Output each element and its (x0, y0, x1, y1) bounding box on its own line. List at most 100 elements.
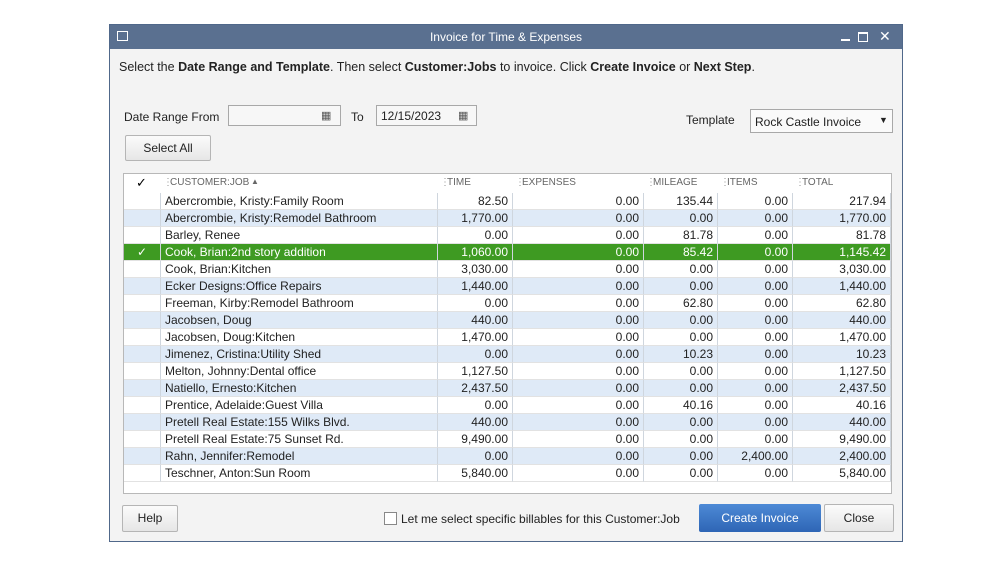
cell: 1,770.00 (793, 210, 891, 227)
table-row[interactable]: Natiello, Ernesto:Kitchen 2,437.50 0.00 0.0… (124, 380, 891, 397)
checkbox-label[interactable]: Let me select specific billables for thi… (401, 512, 680, 526)
table-row[interactable]: Abercrombie, Kristy:Remodel Bathroom 1,77… (124, 210, 891, 227)
table-row[interactable]: Cook, Brian:Kitchen 3,030.00 0.00 0.00 0.00 3… (124, 261, 891, 278)
header-grip: ⋮ (720, 177, 730, 188)
cell: 0.00 (438, 295, 513, 312)
minimize[interactable] (841, 39, 850, 41)
cell: 40.16 (644, 397, 718, 414)
table-row[interactable]: Pretell Real Estate:75 Sunset Rd. 9,490.0… (124, 431, 891, 448)
cell: Teschner, Anton:Sun Room (161, 465, 438, 482)
cell: 0.00 (718, 329, 793, 346)
select-all-button[interactable]: Select All (125, 135, 211, 161)
cell: 3,030.00 (438, 261, 513, 278)
cell: 1,060.00 (438, 244, 513, 261)
cell: 85.42 (644, 244, 718, 261)
cell: 81.78 (793, 227, 891, 244)
cell: Abercrombie, Kristy:Family Room (161, 193, 438, 210)
cell: 5,840.00 (793, 465, 891, 482)
from-input[interactable]: ▦ (228, 105, 341, 126)
row-check (124, 261, 161, 278)
cell: 440.00 (438, 414, 513, 431)
header-grip: ⋮ (795, 177, 805, 188)
table-row[interactable]: Jacobsen, Doug:Kitchen 1,470.00 0.00 0.00 0.… (124, 329, 891, 346)
row-check (124, 227, 161, 244)
table-row[interactable]: ✓ Cook, Brian:2nd story addition 1,060.00 0… (124, 244, 891, 261)
cell: Cook, Brian:Kitchen (161, 261, 438, 278)
cell: 2,437.50 (438, 380, 513, 397)
column-header: TIME (447, 177, 471, 188)
cell: Melton, Johnny:Dental office (161, 363, 438, 380)
cell: Prentice, Adelaide:Guest Villa (161, 397, 438, 414)
column-header: CUSTOMER:JOB (170, 177, 250, 188)
dropdown-arrow[interactable]: ▼ (879, 115, 888, 125)
row-check (124, 431, 161, 448)
window-icon (117, 31, 128, 41)
cell: 0.00 (513, 363, 644, 380)
table-row[interactable]: Melton, Johnny:Dental office 1,127.50 0.00… (124, 363, 891, 380)
text: . Then select (329, 60, 405, 74)
table-row[interactable]: Jimenez, Cristina:Utility Shed 0.00 0.00 10… (124, 346, 891, 363)
row-check (124, 363, 161, 380)
text: Customer:Jobs (404, 60, 497, 74)
table-row[interactable]: Freeman, Kirby:Remodel Bathroom 0.00 0.00 6… (124, 295, 891, 312)
cell: 10.23 (793, 346, 891, 363)
checkbox[interactable] (384, 512, 397, 525)
template-select[interactable]: Rock Castle Invoice ▼ (750, 109, 893, 133)
billables-table: ✓ ▲ ⋮ CUSTOMER:JOB ⋮ TIME ⋮ EXPENSES ⋮ MILEAGE ⋮… (123, 173, 892, 494)
table-row[interactable]: Barley, Renee 0.00 0.00 81.78 0.00 81.78 (124, 227, 891, 244)
row-check (124, 329, 161, 346)
calendar-icon[interactable]: ▦ (321, 110, 332, 122)
table-row[interactable]: Ecker Designs:Office Repairs 1,440.00 0.00… (124, 278, 891, 295)
cell: 9,490.00 (438, 431, 513, 448)
cell: 0.00 (513, 465, 644, 482)
cell: 0.00 (718, 346, 793, 363)
table-row[interactable]: Jacobsen, Doug 440.00 0.00 0.00 0.00 440.00 (124, 312, 891, 329)
cell: 0.00 (644, 278, 718, 295)
create-invoice-button[interactable]: Create Invoice (699, 504, 821, 532)
text: Next Step (693, 60, 752, 74)
cell: 0.00 (718, 278, 793, 295)
cell: Abercrombie, Kristy:Remodel Bathroom (161, 210, 438, 227)
table-row[interactable]: Rahn, Jennifer:Remodel 0.00 0.00 0.00 2,400.… (124, 448, 891, 465)
table-row[interactable]: Teschner, Anton:Sun Room 5,840.00 0.00 0.00… (124, 465, 891, 482)
cell: 0.00 (718, 397, 793, 414)
cell: 0.00 (513, 227, 644, 244)
cell: 1,470.00 (793, 329, 891, 346)
maximize[interactable] (858, 32, 868, 42)
cell: 1,770.00 (438, 210, 513, 227)
text: to invoice. Click (496, 60, 591, 74)
cell: 2,400.00 (718, 448, 793, 465)
cell: 0.00 (718, 380, 793, 397)
cell: 440.00 (793, 414, 891, 431)
dialog: Invoice for Time & Expenses ✕ Select the… (109, 24, 903, 542)
cell: 1,440.00 (793, 278, 891, 295)
table-row[interactable]: Abercrombie, Kristy:Family Room 82.50 0.00… (124, 193, 891, 210)
help-button[interactable]: Help (122, 505, 178, 532)
cell: 0.00 (513, 329, 644, 346)
cell: 0.00 (718, 210, 793, 227)
cell: Rahn, Jennifer:Remodel (161, 448, 438, 465)
close-x[interactable]: ✕ (879, 28, 891, 44)
row-check (124, 312, 161, 329)
cell: 0.00 (718, 414, 793, 431)
cell: 1,127.50 (793, 363, 891, 380)
to-input[interactable]: 12/15/2023 ▦ (376, 105, 477, 126)
cell: 0.00 (718, 193, 793, 210)
cell: Ecker Designs:Office Repairs (161, 278, 438, 295)
row-check: ✓ (124, 244, 161, 261)
cell: 0.00 (513, 448, 644, 465)
table-row[interactable]: Pretell Real Estate:155 Wilks Blvd. 440.0… (124, 414, 891, 431)
table-header: ✓ ▲ (124, 174, 891, 192)
cell: 0.00 (644, 210, 718, 227)
table-row[interactable]: Prentice, Adelaide:Guest Villa 0.00 0.00 40… (124, 397, 891, 414)
cell: 0.00 (438, 448, 513, 465)
calendar-icon[interactable]: ▦ (458, 110, 469, 122)
cell: 62.80 (644, 295, 718, 312)
cell: Natiello, Ernesto:Kitchen (161, 380, 438, 397)
close-button[interactable]: Close (824, 504, 894, 532)
row-check (124, 295, 161, 312)
cell: 0.00 (644, 380, 718, 397)
cell: 0.00 (513, 295, 644, 312)
row-check (124, 397, 161, 414)
row-check (124, 380, 161, 397)
